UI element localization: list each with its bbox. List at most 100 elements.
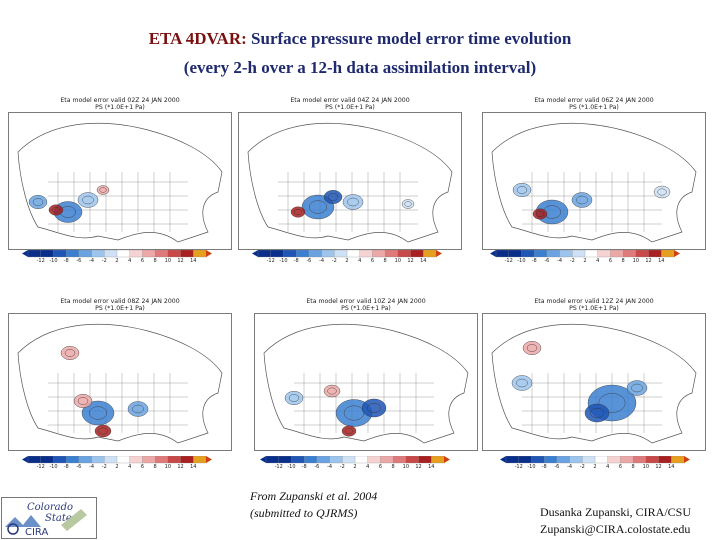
colorbar-tick-label: -8	[541, 464, 547, 470]
colorbar-tick-label: 6	[370, 258, 375, 264]
colorbar-tick-label: 2	[345, 258, 349, 264]
colorbar-tick-label: -6	[544, 258, 550, 264]
colorbar-segment	[648, 250, 662, 258]
colorbar-tick-label: 8	[153, 464, 157, 470]
colorbar-tick-label: 2	[593, 464, 597, 470]
colorbar-segment	[78, 456, 93, 464]
colorbar-tick-label: 10	[164, 258, 172, 264]
colorbar-segment	[531, 456, 545, 464]
colorbar-tick-label: -12	[274, 464, 283, 470]
colorbar-labels: -12 -10 -8 -6 -4 -2 2 4 6 8 10 12 14	[500, 464, 690, 472]
colorbar-tick-label: 12	[177, 464, 184, 470]
colorbar-tick-label: -2	[339, 464, 345, 470]
colorbar-segment	[65, 456, 80, 464]
colorbar-segment	[308, 250, 323, 258]
author-info: Dusanka Zupanski, CIRA/CSU Zupanski@CIRA…	[540, 505, 691, 536]
colorbar-arrow-left	[490, 250, 496, 257]
colorbar-segment	[505, 456, 520, 464]
colorbar-segment	[27, 250, 42, 258]
colorbar-tick-label: -6	[314, 464, 320, 470]
colorbar-arrow-right	[684, 456, 690, 463]
colorbar-segment	[584, 250, 599, 258]
colorbar-segment	[142, 250, 156, 258]
colorbar-tick-label: 2	[583, 258, 587, 264]
colorbar-segment	[91, 250, 105, 258]
colorbar-segment	[569, 456, 583, 464]
colorbar-tick-label: 8	[621, 258, 625, 264]
colorbar-scale	[22, 456, 212, 464]
model-error-map-12z: Eta model error valid 12Z 24 JAN 2000 PS …	[482, 298, 706, 454]
colorbar-tick-label: -6	[76, 258, 82, 264]
colorbar-tick-label: -4	[89, 464, 95, 470]
colorbar-tick-label: 12	[177, 258, 184, 264]
colorbar-segment	[27, 456, 42, 464]
colorbar-segment	[278, 456, 293, 464]
colorbar-segment	[180, 456, 194, 464]
colorbar-scale	[490, 250, 680, 258]
colorbar-tick-label: -10	[49, 258, 58, 264]
colorbar-tick-label: -8	[63, 258, 69, 264]
colorbar-segment	[508, 250, 523, 258]
colorbar-tick-label: 4	[358, 258, 362, 264]
colorbar-arrow-right	[674, 250, 680, 257]
colorbar-tick-label: -12	[514, 464, 523, 470]
colorbar-labels: -12 -10 -8 -6 -4 -2 2 4 6 8 10 12 14	[22, 464, 212, 472]
model-error-map-02z: Eta model error valid 02Z 24 JAN 2000 PS …	[8, 97, 232, 253]
colorbar-tick-label: 4	[606, 464, 610, 470]
colorbar-tick-label: -10	[279, 258, 288, 264]
colorbar-segment	[342, 456, 356, 464]
colorbar-segment	[372, 250, 386, 258]
model-error-map-04z: Eta model error valid 04Z 24 JAN 2000 PS …	[238, 97, 462, 253]
colorbar-tick-label: -6	[554, 464, 560, 470]
colorbar-segment	[658, 456, 672, 464]
colorbar-arrow-right	[436, 250, 442, 257]
colorbar-segment	[346, 250, 361, 258]
colorbar-segment	[380, 456, 394, 464]
colorbar-scale	[22, 250, 212, 258]
colorbar-segment	[367, 456, 382, 464]
colorbar-labels: -12 -10 -8 -6 -4 -2 2 4 6 8 10 12 14	[22, 258, 212, 266]
colorbar-tick-label: -10	[527, 464, 536, 470]
colorbar-tick-label: 10	[394, 258, 402, 264]
colorbar-segment	[283, 250, 297, 258]
colorbar-segment	[40, 456, 55, 464]
colorbar-segment	[607, 456, 622, 464]
colorbar-segment	[645, 456, 660, 464]
colorbar-tick-label: 2	[115, 258, 119, 264]
colorbar-tick-label: -12	[36, 464, 45, 470]
colorbar-tick-label: -4	[319, 258, 325, 264]
colorbar-segment	[154, 250, 169, 258]
colorbar-tick-label: -4	[327, 464, 333, 470]
colorbar-tick-label: 12	[407, 258, 414, 264]
colorbar-tick-label: 14	[420, 258, 427, 264]
colorbar-scale	[252, 250, 442, 258]
model-error-map-10z: Eta model error valid 10Z 24 JAN 2000 PS …	[254, 298, 478, 454]
colorbar-tick-label: 10	[642, 464, 650, 470]
colorbar-segment	[142, 456, 156, 464]
colorbar-segment	[418, 456, 432, 464]
colorbar-tick-label: -2	[331, 258, 337, 264]
colorbar-segment	[543, 456, 558, 464]
colorbar-segment	[533, 250, 548, 258]
colorbar-labels: -12 -10 -8 -6 -4 -2 2 4 6 8 10 12 14	[252, 258, 442, 266]
colorbar-tick-label: 6	[618, 464, 623, 470]
colorbar-tick-label: -2	[579, 464, 585, 470]
colorbar-segment	[610, 250, 624, 258]
colorbar-segment	[40, 250, 55, 258]
colorbar-segment	[354, 456, 369, 464]
colorbar-segment	[671, 456, 685, 464]
colorbar-tick-label: -6	[76, 464, 82, 470]
colorbar-tick-label: 8	[631, 464, 635, 470]
colorbar-tick-label: 14	[190, 464, 197, 470]
colorbar-arrow-left	[252, 250, 258, 257]
colorbar-tick-label: 12	[645, 258, 652, 264]
model-error-map-06z: Eta model error valid 06Z 24 JAN 2000 PS …	[482, 97, 706, 253]
colorbar-tick-label: -4	[89, 258, 95, 264]
colorbar-segment	[104, 456, 118, 464]
colorbar-tick-label: 10	[402, 464, 410, 470]
colorbar-tick-label: 14	[668, 464, 675, 470]
colorbar-segment	[622, 250, 637, 258]
colorbar-arrow-right	[206, 250, 212, 257]
model-error-map-08z: Eta model error valid 08Z 24 JAN 2000 PS …	[8, 298, 232, 454]
colorbar-segment	[661, 250, 675, 258]
